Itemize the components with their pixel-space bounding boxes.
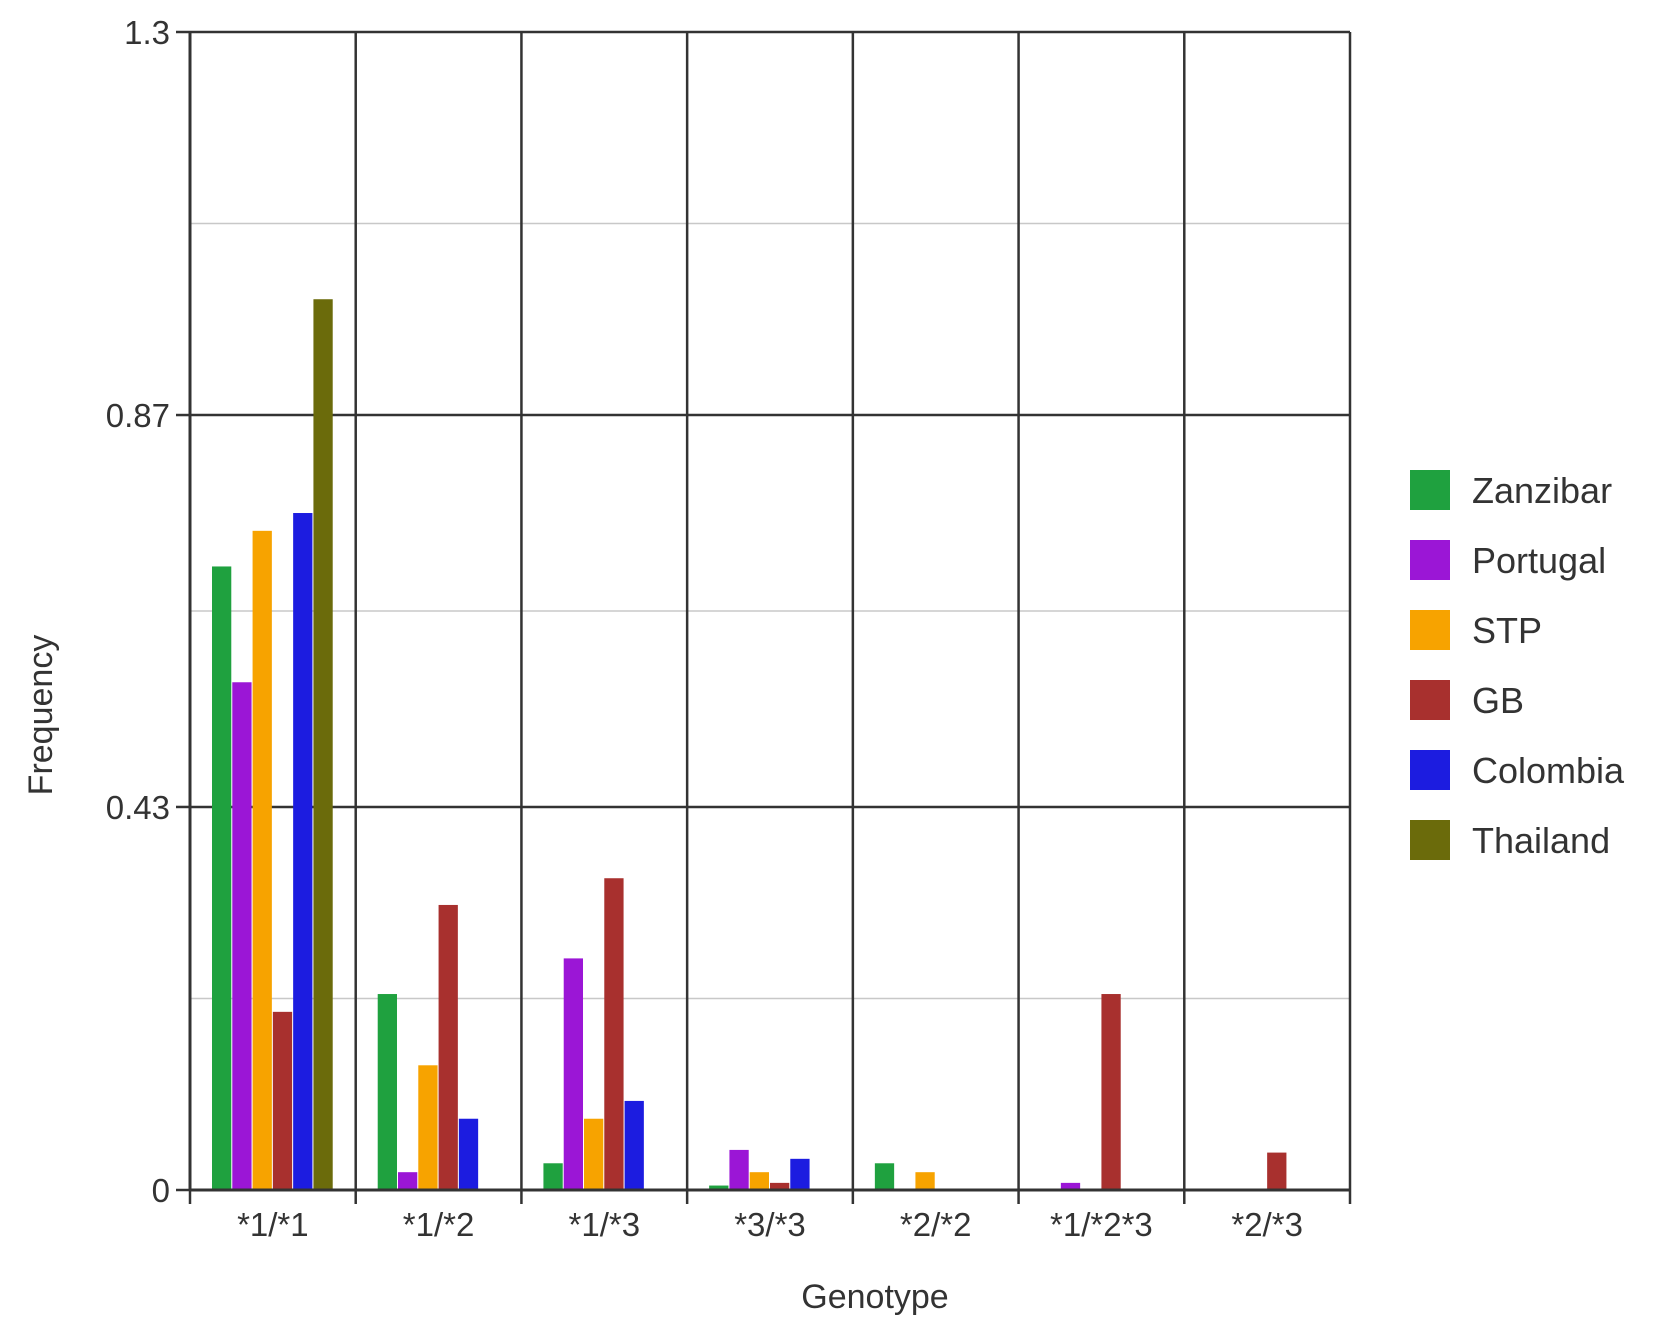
x-tick-label: *1/*3	[569, 1206, 641, 1243]
bar-portugal	[563, 958, 583, 1190]
bars	[212, 299, 1287, 1190]
legend-label-colombia: Colombia	[1472, 750, 1625, 791]
legend-label-zanzibar: Zanzibar	[1472, 470, 1612, 511]
bar-stp	[252, 530, 272, 1190]
bar-colombia	[790, 1158, 810, 1190]
legend-label-gb: GB	[1472, 680, 1524, 721]
bar-colombia	[293, 513, 313, 1190]
legend-swatch-portugal	[1410, 540, 1450, 580]
x-tick-label: *1/*2*3	[1050, 1206, 1153, 1243]
x-tick-label: *1/*1	[237, 1206, 309, 1243]
bar-colombia	[624, 1100, 644, 1190]
bar-gb	[604, 878, 624, 1190]
x-tick-label: *2/*3	[1231, 1206, 1303, 1243]
legend-label-portugal: Portugal	[1472, 540, 1606, 581]
bar-zanzibar	[709, 1185, 729, 1190]
legend-swatch-stp	[1410, 610, 1450, 650]
bar-portugal	[398, 1172, 418, 1190]
bar-zanzibar	[874, 1163, 895, 1190]
legend-swatch-gb	[1410, 680, 1450, 720]
y-axis-title: Frequency	[22, 635, 60, 796]
y-tick-label: 0	[152, 1172, 170, 1209]
legend: Zanzibar Portugal STP GB Colombia Thailand	[1410, 470, 1625, 861]
bar-stp	[915, 1172, 935, 1190]
bar-gb	[770, 1182, 790, 1190]
bar-gb	[1101, 994, 1121, 1190]
bar-zanzibar	[543, 1163, 563, 1190]
bar-zanzibar	[377, 994, 397, 1190]
bar-colombia	[458, 1118, 479, 1190]
legend-label-thailand: Thailand	[1472, 820, 1610, 861]
x-tick-label: *3/*3	[734, 1206, 806, 1243]
legend-swatch-colombia	[1410, 750, 1450, 790]
bar-gb	[1267, 1152, 1287, 1190]
y-tick-label: 0.43	[106, 789, 170, 826]
y-tick-label: 0.87	[106, 397, 170, 434]
legend-swatch-zanzibar	[1410, 470, 1450, 510]
bar-thailand	[313, 299, 333, 1190]
bar-portugal	[729, 1149, 749, 1190]
bar-stp	[584, 1118, 604, 1190]
bar-stp	[418, 1065, 438, 1190]
x-tick-label: *1/*2	[403, 1206, 475, 1243]
x-tick-label: *2/*2	[900, 1206, 972, 1243]
grid-lines	[188, 30, 1352, 1204]
bar-gb	[272, 1011, 293, 1190]
x-axis-title: Genotype	[801, 1278, 948, 1316]
bar-portugal	[232, 682, 252, 1190]
bar-stp	[749, 1172, 769, 1190]
axes	[176, 30, 1350, 1192]
bar-gb	[438, 904, 458, 1190]
y-tick-label: 1.3	[124, 14, 170, 51]
tick-labels: 0 0.43 0.87 1.3 *1/*1 *1/*2 *1/*3 *3/*3 *2/*2 *1/…	[106, 14, 1303, 1243]
bar-portugal	[1060, 1182, 1081, 1190]
legend-swatch-thailand	[1410, 820, 1450, 860]
bar-zanzibar	[212, 566, 232, 1190]
legend-label-stp: STP	[1472, 610, 1542, 651]
